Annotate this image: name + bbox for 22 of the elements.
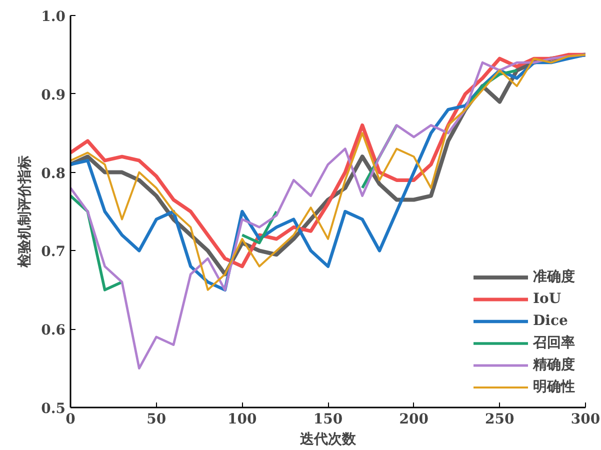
y-tick-label: 0.6	[41, 322, 66, 339]
legend-label: 召回率	[533, 334, 575, 352]
legend-label: 准确度	[533, 268, 575, 286]
x-tick-label: 250	[485, 412, 515, 428]
y-tick-label: 0.7	[41, 244, 66, 260]
legend-label: IoU	[533, 291, 562, 307]
x-tick-label: 0	[66, 412, 76, 428]
line-series	[70, 54, 586, 370]
x-tick-label: 200	[399, 412, 429, 428]
y-tick-label: 0.8	[41, 166, 66, 182]
x-tick-label: 150	[313, 412, 343, 428]
x-axis-title: 迭代次数	[299, 432, 357, 448]
y-tick-label: 0.9	[41, 87, 66, 104]
y-axis-title: 检验机制评价指标	[17, 156, 34, 268]
legend-label: 精确度	[533, 356, 575, 374]
y-tick-label: 0.5	[41, 401, 66, 417]
legend-label: 明确性	[533, 378, 575, 396]
x-tick-label: 100	[228, 412, 258, 428]
y-tick-label: 1.0	[41, 9, 66, 25]
x-tick-label: 300	[570, 412, 600, 428]
x-tick-label: 50	[146, 412, 166, 428]
legend-label: Dice	[533, 313, 568, 329]
